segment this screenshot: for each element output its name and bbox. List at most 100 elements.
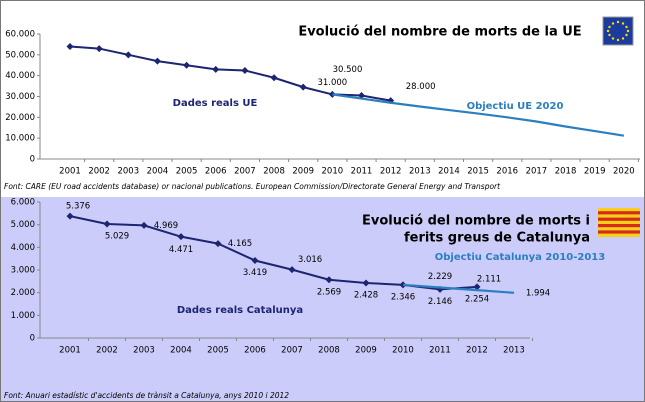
source-note: Font: CARE (EU road accidents database) … (4, 182, 501, 191)
value-label: 3.419 (243, 268, 267, 278)
y-tick-label: 60.000 (5, 30, 35, 40)
x-tick-label: 2010 (392, 346, 414, 356)
y-tick-label: 3.000 (11, 266, 35, 276)
value-label: 2.254 (465, 294, 489, 304)
value-label: 1.994 (526, 288, 550, 298)
x-tick-label: 2015 (467, 167, 489, 177)
x-tick-label: 2011 (351, 167, 373, 177)
series-line (402, 283, 515, 294)
x-tick-label: 2012 (466, 346, 488, 356)
point (325, 276, 333, 284)
value-label: 4.471 (169, 245, 193, 255)
panel-catalunya (0, 197, 645, 402)
x-tick-label: 2016 (496, 167, 518, 177)
point (95, 45, 103, 53)
x-tick-label: 2019 (584, 167, 606, 177)
point (251, 257, 259, 265)
x-tick-label: 2009 (355, 346, 377, 356)
point (299, 83, 307, 91)
point (153, 57, 161, 65)
point (241, 66, 249, 74)
y-tick-label: 5.000 (11, 220, 35, 230)
value-label: 5.376 (66, 202, 90, 212)
chart-title: ferits greus de Catalunya (404, 231, 590, 246)
x-tick-label: 2001 (59, 167, 81, 177)
y-tick-label: 20.000 (5, 113, 35, 123)
catalan-flag (598, 208, 640, 237)
x-tick-label: 2008 (318, 346, 340, 356)
value-label: 4.969 (154, 221, 178, 231)
x-tick-label: 2002 (96, 346, 118, 356)
point (66, 212, 74, 220)
value-label: 4.165 (228, 239, 252, 249)
point (288, 266, 296, 274)
x-tick-label: 2005 (207, 346, 229, 356)
y-tick-label: 40.000 (5, 71, 35, 81)
x-tick-label: 2004 (170, 346, 192, 356)
point (214, 240, 222, 248)
y-tick-label: 30.000 (5, 92, 35, 102)
source-note: Font: Anuari estadístic d'accidents de t… (4, 391, 289, 400)
y-tick-label: 0 (30, 155, 35, 165)
x-tick-label: 2006 (244, 346, 266, 356)
point (358, 91, 365, 99)
x-tick-label: 2009 (292, 167, 314, 177)
series-line (332, 93, 625, 137)
series-label: Dades reals UE (173, 98, 258, 109)
point (362, 279, 370, 287)
value-label: 2.428 (354, 290, 378, 300)
value-label: 2.146 (428, 297, 452, 307)
x-tick-label: 2003 (117, 167, 139, 177)
x-tick-label: 2013 (409, 167, 431, 177)
series-label: Dades reals Catalunya (177, 305, 303, 316)
point (212, 65, 220, 73)
value-label: 2.569 (317, 287, 341, 297)
x-tick-label: 2007 (281, 346, 303, 356)
y-tick-label: 50.000 (5, 50, 35, 60)
point (66, 43, 74, 50)
value-label: 3.016 (298, 255, 322, 265)
point (177, 233, 185, 241)
y-tick-label: 4.000 (11, 243, 35, 253)
y-tick-label: 1.000 (11, 311, 35, 321)
x-tick-label: 2018 (555, 167, 577, 177)
x-tick-label: 2008 (263, 167, 285, 177)
value-label: 28.000 (406, 82, 436, 92)
x-tick-label: 2004 (147, 167, 169, 177)
x-tick-label: 2005 (176, 167, 198, 177)
x-tick-label: 2010 (322, 167, 344, 177)
y-tick-label: 10.000 (5, 134, 35, 144)
x-tick-label: 2007 (234, 167, 256, 177)
x-tick-label: 2001 (59, 346, 81, 356)
chart-title: Evolució del nombre de morts i (362, 214, 590, 229)
x-tick-label: 2014 (438, 167, 460, 177)
value-label: 5.029 (105, 232, 129, 242)
series-label: Objectiu Catalunya 2010-2013 (435, 252, 605, 263)
x-tick-label: 2012 (380, 167, 402, 177)
series-label: Objectiu UE 2020 (467, 101, 564, 112)
y-tick-label: 2.000 (11, 288, 35, 298)
point (140, 221, 148, 229)
point (183, 61, 191, 69)
y-tick-label: 6.000 (11, 198, 35, 208)
x-tick-label: 2003 (133, 346, 155, 356)
point (103, 220, 111, 228)
point (270, 74, 278, 82)
y-tick-label: 0 (30, 334, 35, 344)
chart-title: Evolució del nombre de morts de la UE (298, 25, 581, 40)
point (473, 283, 481, 291)
x-tick-label: 2006 (205, 167, 227, 177)
value-label: 2.346 (391, 292, 415, 302)
eu-flag (602, 16, 634, 46)
x-tick-label: 2011 (429, 346, 451, 356)
x-tick-label: 2020 (613, 167, 635, 177)
value-label: 30.500 (333, 65, 363, 75)
x-tick-label: 2002 (88, 167, 110, 177)
value-label: 2.229 (428, 272, 452, 282)
x-tick-label: 2017 (526, 167, 548, 177)
point (124, 51, 132, 59)
value-label: 2.111 (477, 275, 501, 285)
value-label: 31.000 (317, 78, 347, 88)
x-tick-label: 2013 (503, 346, 525, 356)
